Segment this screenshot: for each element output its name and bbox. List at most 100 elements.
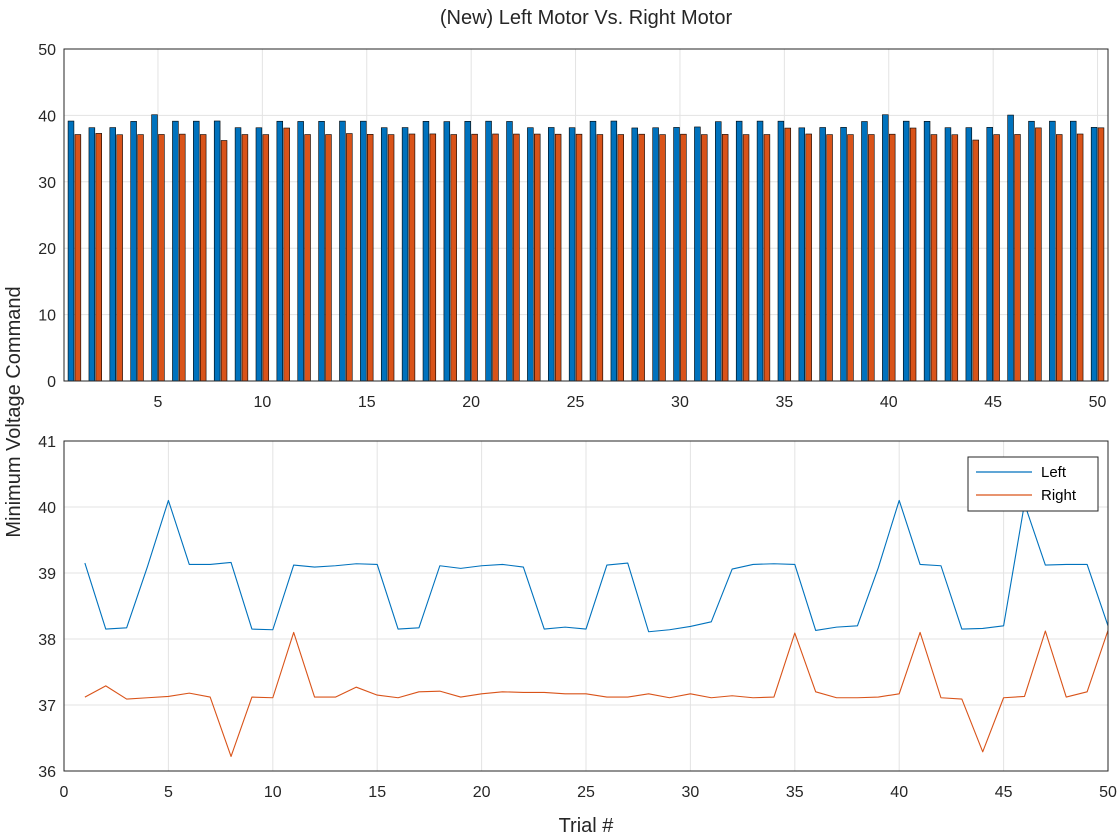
bar-x-tick-label: 5 bbox=[154, 394, 163, 411]
bar-right-trial-9 bbox=[241, 134, 249, 382]
bar-right-trial-14 bbox=[346, 133, 353, 382]
bar-right-trial-4 bbox=[137, 134, 144, 382]
bar-left-trial-14 bbox=[339, 120, 346, 382]
bar-left-trial-46 bbox=[1007, 114, 1014, 382]
bar-left-trial-22 bbox=[506, 121, 513, 382]
y-axis-title: Minimum Voltage Command bbox=[3, 286, 25, 537]
bar-right-trial-42 bbox=[930, 134, 938, 382]
bar-left-trial-10 bbox=[255, 127, 263, 382]
bar-left-trial-42 bbox=[923, 121, 931, 382]
bar-y-tick-label: 20 bbox=[38, 241, 56, 258]
bar-right-trial-15 bbox=[366, 134, 374, 382]
bar-left-trial-12 bbox=[297, 121, 304, 382]
bar-right-trial-13 bbox=[325, 134, 332, 382]
bar-tick-labels: 0 10 20 30 40 50 5 10 15 20 25 30 35 40 45 50 bbox=[38, 42, 1106, 411]
line-y-tick-label: 39 bbox=[38, 566, 56, 583]
bar-right-trial-50 bbox=[1097, 127, 1105, 382]
bar-right-trial-21 bbox=[492, 133, 499, 382]
bar-right-trial-17 bbox=[408, 133, 416, 382]
bar-left-trial-24 bbox=[548, 127, 555, 382]
bar-left-trial-17 bbox=[401, 127, 409, 382]
line-x-tick-label: 20 bbox=[473, 784, 491, 801]
bar-left-trial-21 bbox=[485, 120, 492, 382]
bar-left-trial-16 bbox=[380, 127, 388, 382]
bar-left-trial-8 bbox=[213, 120, 221, 382]
bar-right-trial-45 bbox=[993, 134, 1000, 382]
bar-left-trial-15 bbox=[360, 120, 367, 382]
bar-left-trial-39 bbox=[861, 121, 868, 382]
bar-left-trial-5 bbox=[151, 114, 158, 382]
bar-x-tick-label: 35 bbox=[775, 394, 793, 411]
bar-left-trial-19 bbox=[443, 121, 451, 382]
bar-marks bbox=[67, 114, 1105, 382]
bar-right-trial-33 bbox=[742, 134, 750, 382]
bar-left-trial-25 bbox=[568, 127, 576, 382]
bar-right-trial-48 bbox=[1056, 134, 1063, 382]
bar-chart-panel: 0 10 20 30 40 50 5 10 15 20 25 30 35 40 45 50 bbox=[38, 42, 1109, 411]
bar-left-trial-18 bbox=[422, 121, 430, 382]
bar-left-trial-44 bbox=[965, 127, 973, 382]
bar-left-trial-33 bbox=[735, 120, 743, 382]
bar-left-trial-23 bbox=[527, 127, 534, 382]
bar-right-trial-36 bbox=[805, 133, 812, 382]
series-line-right bbox=[84, 630, 1109, 758]
line-x-tick-label: 15 bbox=[368, 784, 386, 801]
bar-right-trial-39 bbox=[868, 134, 875, 382]
bar-right-trial-19 bbox=[450, 134, 457, 382]
bar-right-trial-20 bbox=[471, 133, 478, 382]
bar-right-trial-10 bbox=[262, 134, 270, 382]
bar-right-trial-8 bbox=[220, 140, 228, 382]
line-chart-panel: 36 37 38 39 40 41 0 5 10 15 20 25 30 35 40 45 50 Left Ri… bbox=[38, 434, 1117, 801]
bar-plot-area bbox=[64, 49, 1108, 381]
bar-right-trial-43 bbox=[951, 134, 959, 382]
bar-x-tick-label: 50 bbox=[1089, 394, 1107, 411]
bar-left-trial-49 bbox=[1070, 120, 1077, 382]
bar-left-trial-31 bbox=[694, 126, 701, 382]
bar-right-trial-7 bbox=[199, 134, 207, 382]
bar-right-trial-46 bbox=[1014, 134, 1021, 382]
bar-right-trial-12 bbox=[304, 134, 311, 382]
bar-left-trial-20 bbox=[464, 121, 471, 382]
bar-y-tick-label: 30 bbox=[38, 175, 56, 192]
bar-right-trial-25 bbox=[575, 133, 583, 382]
bar-right-trial-3 bbox=[116, 134, 123, 382]
bar-right-trial-49 bbox=[1076, 133, 1084, 382]
bar-left-trial-47 bbox=[1028, 120, 1035, 382]
bar-x-tick-label: 15 bbox=[358, 394, 376, 411]
bar-right-trial-2 bbox=[95, 133, 102, 382]
bar-left-trial-28 bbox=[631, 127, 638, 382]
bar-left-trial-1 bbox=[67, 120, 75, 382]
bar-left-trial-43 bbox=[944, 127, 952, 382]
line-tick-labels: 36 37 38 39 40 41 0 5 10 15 20 25 30 35 40 45 50 bbox=[38, 434, 1117, 801]
bar-right-trial-5 bbox=[158, 134, 165, 382]
bar-right-trial-11 bbox=[283, 127, 290, 382]
line-axes-box bbox=[63, 440, 1109, 772]
bar-right-trial-16 bbox=[387, 134, 395, 382]
line-x-tick-label: 40 bbox=[890, 784, 908, 801]
legend-label-left: Left bbox=[1041, 464, 1067, 481]
bar-y-tick-label: 50 bbox=[38, 42, 56, 59]
bar-left-trial-36 bbox=[798, 127, 806, 382]
bar-axes-box bbox=[63, 48, 1109, 382]
line-x-tick-label: 10 bbox=[264, 784, 282, 801]
bar-right-trial-27 bbox=[617, 134, 624, 382]
bar-right-trial-1 bbox=[74, 134, 82, 382]
bar-left-trial-38 bbox=[840, 127, 847, 382]
chart-title: (New) Left Motor Vs. Right Motor bbox=[440, 7, 733, 29]
bar-right-trial-6 bbox=[179, 133, 186, 382]
bar-right-trial-38 bbox=[847, 134, 854, 382]
line-x-tick-label: 30 bbox=[682, 784, 700, 801]
bar-y-tick-label: 0 bbox=[47, 374, 56, 391]
bar-right-trial-44 bbox=[972, 139, 979, 382]
bar-left-trial-40 bbox=[882, 114, 889, 382]
bar-left-trial-45 bbox=[986, 127, 993, 382]
bar-right-trial-37 bbox=[826, 134, 833, 382]
bar-left-trial-7 bbox=[193, 120, 200, 382]
bar-x-tick-label: 30 bbox=[671, 394, 689, 411]
bar-x-tick-label: 25 bbox=[567, 394, 585, 411]
bar-x-tick-label: 20 bbox=[462, 394, 480, 411]
bar-right-trial-22 bbox=[513, 133, 520, 382]
bar-y-tick-label: 40 bbox=[38, 108, 56, 125]
bar-left-trial-37 bbox=[819, 127, 826, 382]
